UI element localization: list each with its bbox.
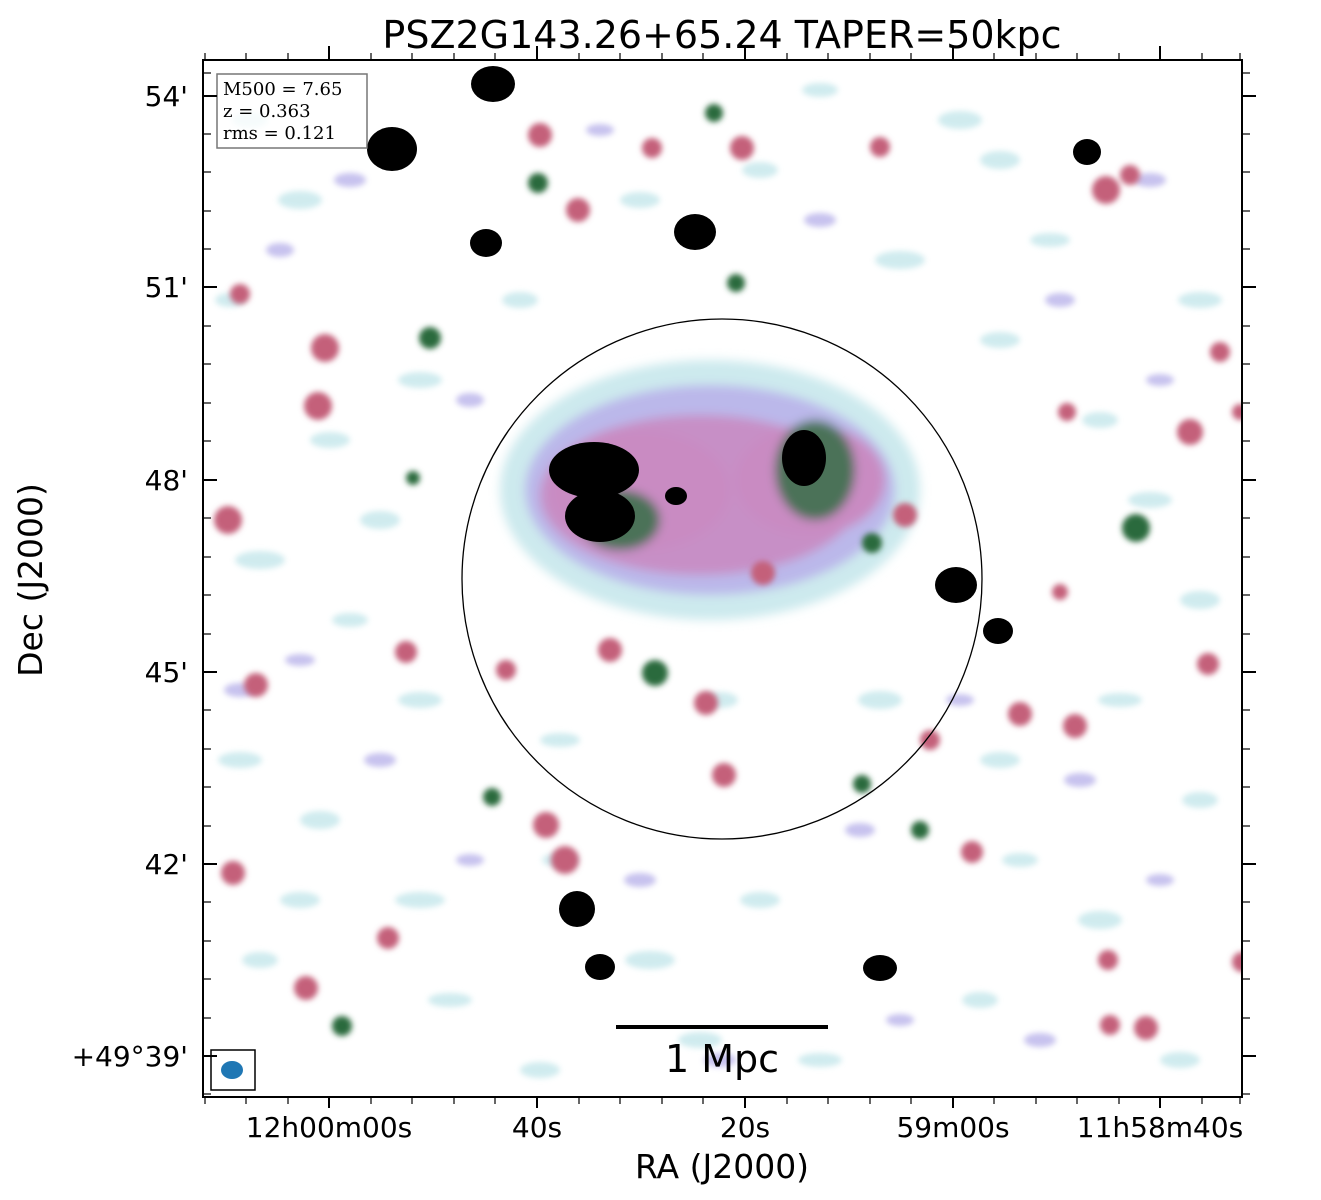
scale-bar-label: 1 Mpc — [665, 1037, 779, 1081]
figure-title: PSZ2G143.26+65.24 TAPER=50kpc — [382, 13, 1061, 57]
x-tick-label: 40s — [512, 1111, 562, 1144]
y-axis-ticks — [203, 95, 1256, 1057]
x-axis-minor-ticks — [204, 53, 1241, 1104]
x-tick-label: 11h58m40s — [1077, 1111, 1244, 1144]
y-tick-label: +49°39' — [72, 1040, 188, 1073]
r500-circle — [461, 318, 983, 840]
x-tick-label: 20s — [720, 1111, 770, 1144]
beam-indicator — [210, 1049, 256, 1091]
y-tick-label: 51' — [145, 271, 188, 304]
info-redshift: z = 0.363 — [223, 101, 311, 122]
x-axis-ticks — [328, 46, 1161, 1108]
y-axis-minor-ticks — [203, 72, 1250, 1095]
y-axis-label: Dec (J2000) — [11, 483, 50, 677]
saturated-sources — [367, 66, 1101, 981]
info-rms: rms = 0.121 — [223, 123, 336, 144]
y-tick-label: 48' — [145, 464, 188, 497]
y-tick-label: 54' — [145, 80, 188, 113]
compact-sources-medium — [214, 104, 1242, 1040]
x-tick-label: 59m00s — [896, 1111, 1009, 1144]
info-box: M500 = 7.65 z = 0.363 rms = 0.121 — [216, 73, 368, 149]
beam-ellipse — [221, 1061, 243, 1079]
y-tick-label: 42' — [145, 848, 188, 881]
x-tick-label: 12h00m00s — [246, 1111, 413, 1144]
plot-frame — [202, 59, 1243, 1098]
info-m500: M500 = 7.65 — [223, 79, 342, 100]
radio-image — [203, 60, 1242, 1097]
y-tick-label: 45' — [145, 656, 188, 689]
x-axis-label: RA (J2000) — [635, 1147, 809, 1186]
